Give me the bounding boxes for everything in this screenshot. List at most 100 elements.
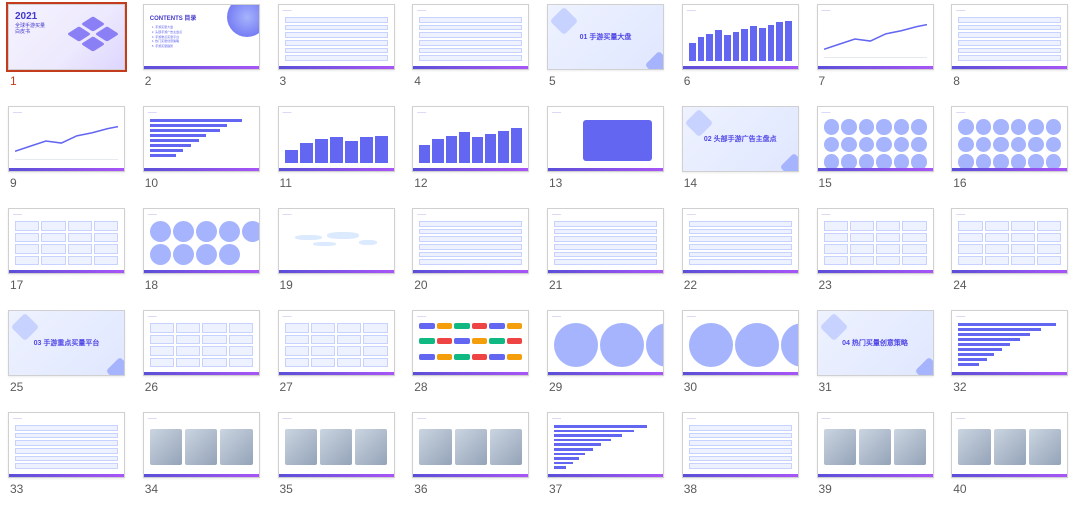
slide-cell: ——— 34: [143, 412, 264, 496]
slide-number: 16: [951, 176, 1072, 190]
slide-cell: ———10: [143, 106, 264, 190]
slide-thumbnail-35[interactable]: ———: [278, 412, 395, 478]
slide-cell: ——— 16: [951, 106, 1072, 190]
slide-number: 6: [682, 74, 803, 88]
slide-thumbnail-1[interactable]: 2021全球手游买量 白皮书: [8, 4, 125, 70]
slide-thumbnail-10[interactable]: ———: [143, 106, 260, 172]
slide-thumbnail-11[interactable]: ———: [278, 106, 395, 172]
slide-number: 17: [8, 278, 129, 292]
slide-cell: ——— 9: [8, 106, 129, 190]
slide-number: 40: [951, 482, 1072, 496]
slide-thumbnail-28[interactable]: ———: [412, 310, 529, 376]
deck-title-text: 全球手游买量 白皮书: [15, 23, 45, 35]
slide-cell: ———23: [817, 208, 938, 292]
slide-thumbnail-30[interactable]: ———: [682, 310, 799, 376]
section-title: 01 手游买量大盘: [580, 32, 632, 42]
slide-thumbnail-9[interactable]: ———: [8, 106, 125, 172]
slide-thumbnail-24[interactable]: ———: [951, 208, 1068, 274]
slide-number: 15: [817, 176, 938, 190]
slide-thumbnail-15[interactable]: ———: [817, 106, 934, 172]
slide-thumbnail-2[interactable]: CONTENTS 目录 1. 手游买量大盘2. 头部手游广告主盘点3. 手游重点买…: [143, 4, 260, 70]
slide-number: 29: [547, 380, 668, 394]
slide-thumbnail-38[interactable]: ———: [682, 412, 799, 478]
slide-number: 5: [547, 74, 668, 88]
slide-number: 27: [278, 380, 399, 394]
slide-number: 2: [143, 74, 264, 88]
section-title: 02 头部手游广告主盘点: [704, 134, 777, 144]
slide-cell: ——— 17: [8, 208, 129, 292]
slide-number: 22: [682, 278, 803, 292]
slide-thumbnail-34[interactable]: ———: [143, 412, 260, 478]
slide-thumbnail-18[interactable]: ———: [143, 208, 260, 274]
slide-thumbnail-13[interactable]: ———: [547, 106, 664, 172]
slide-thumbnail-32[interactable]: ———: [951, 310, 1068, 376]
slide-cell: ———19: [278, 208, 399, 292]
slide-thumbnail-26[interactable]: ———: [143, 310, 260, 376]
slide-thumbnail-5[interactable]: 01 手游买量大盘: [547, 4, 664, 70]
slide-cell: ——— 27: [278, 310, 399, 394]
slide-cell: ——— 6: [682, 4, 803, 88]
slide-thumbnail-36[interactable]: ———: [412, 412, 529, 478]
slide-thumbnail-4[interactable]: ———: [412, 4, 529, 70]
slide-thumbnail-12[interactable]: ———: [412, 106, 529, 172]
contents-heading: CONTENTS 目录: [150, 13, 197, 22]
slide-cell: ———8: [951, 4, 1072, 88]
slide-number: 18: [143, 278, 264, 292]
slide-cell: ——— 3: [278, 4, 399, 88]
slide-thumbnail-21[interactable]: ———: [547, 208, 664, 274]
slide-number: 13: [547, 176, 668, 190]
slide-cell: ——— 26: [143, 310, 264, 394]
slide-cell: ——— 24: [951, 208, 1072, 292]
slide-cell: 04 热门买量创意策略31: [817, 310, 938, 394]
slide-cell: ———38: [682, 412, 803, 496]
slide-cell: ———36: [412, 412, 533, 496]
slide-thumbnail-27[interactable]: ———: [278, 310, 395, 376]
slide-thumbnail-25[interactable]: 03 手游重点买量平台: [8, 310, 125, 376]
slide-thumbnail-3[interactable]: ———: [278, 4, 395, 70]
contents-list: 1. 手游买量大盘2. 头部手游广告主盘点3. 手游重点买量平台4. 热门买量创…: [152, 25, 182, 49]
slide-thumbnail-33[interactable]: ———: [8, 412, 125, 478]
slide-sorter-grid: 2021全球手游买量 白皮书 1 CONTENTS 目录 1. 手游买量大盘2. 头部…: [8, 4, 1072, 496]
slide-cell: ——— 18: [143, 208, 264, 292]
slide-number: 26: [143, 380, 264, 394]
slide-thumbnail-6[interactable]: ———: [682, 4, 799, 70]
slide-number: 12: [412, 176, 533, 190]
slide-thumbnail-22[interactable]: ———: [682, 208, 799, 274]
slide-number: 32: [951, 380, 1072, 394]
slide-cell: ——— 12: [412, 106, 533, 190]
slide-number: 1: [8, 74, 129, 88]
slide-cell: ——— 7: [817, 4, 938, 88]
slide-thumbnail-16[interactable]: ———: [951, 106, 1068, 172]
slide-cell: CONTENTS 目录 1. 手游买量大盘2. 头部手游广告主盘点3. 手游重点买…: [143, 4, 264, 88]
slide-number: 7: [817, 74, 938, 88]
slide-thumbnail-40[interactable]: ———: [951, 412, 1068, 478]
slide-cell: ———11: [278, 106, 399, 190]
slide-number: 35: [278, 482, 399, 496]
slide-thumbnail-37[interactable]: ———: [547, 412, 664, 478]
slide-thumbnail-39[interactable]: ———: [817, 412, 934, 478]
slide-thumbnail-31[interactable]: 04 热门买量创意策略: [817, 310, 934, 376]
slide-cell: ——— 13: [547, 106, 668, 190]
slide-number: 33: [8, 482, 129, 496]
slide-cell: ——— 32: [951, 310, 1072, 394]
slide-cell: ——— 22: [682, 208, 803, 292]
slide-thumbnail-14[interactable]: 02 头部手游广告主盘点: [682, 106, 799, 172]
slide-cell: 01 手游买量大盘 5: [547, 4, 668, 88]
slide-cell: ———4: [412, 4, 533, 88]
slide-number: 3: [278, 74, 399, 88]
slide-cell: ———30: [682, 310, 803, 394]
slide-number: 34: [143, 482, 264, 496]
slide-number: 28: [412, 380, 533, 394]
slide-thumbnail-7[interactable]: ———: [817, 4, 934, 70]
slide-thumbnail-17[interactable]: ———: [8, 208, 125, 274]
slide-thumbnail-29[interactable]: ———: [547, 310, 664, 376]
slide-cell: ——— 28: [412, 310, 533, 394]
slide-thumbnail-23[interactable]: ———: [817, 208, 934, 274]
slide-number: 24: [951, 278, 1072, 292]
slide-cell: ——— 39: [817, 412, 938, 496]
slide-thumbnail-8[interactable]: ———: [951, 4, 1068, 70]
slide-thumbnail-20[interactable]: ———: [412, 208, 529, 274]
slide-thumbnail-19[interactable]: ———: [278, 208, 395, 274]
slide-number: 9: [8, 176, 129, 190]
slide-number: 39: [817, 482, 938, 496]
